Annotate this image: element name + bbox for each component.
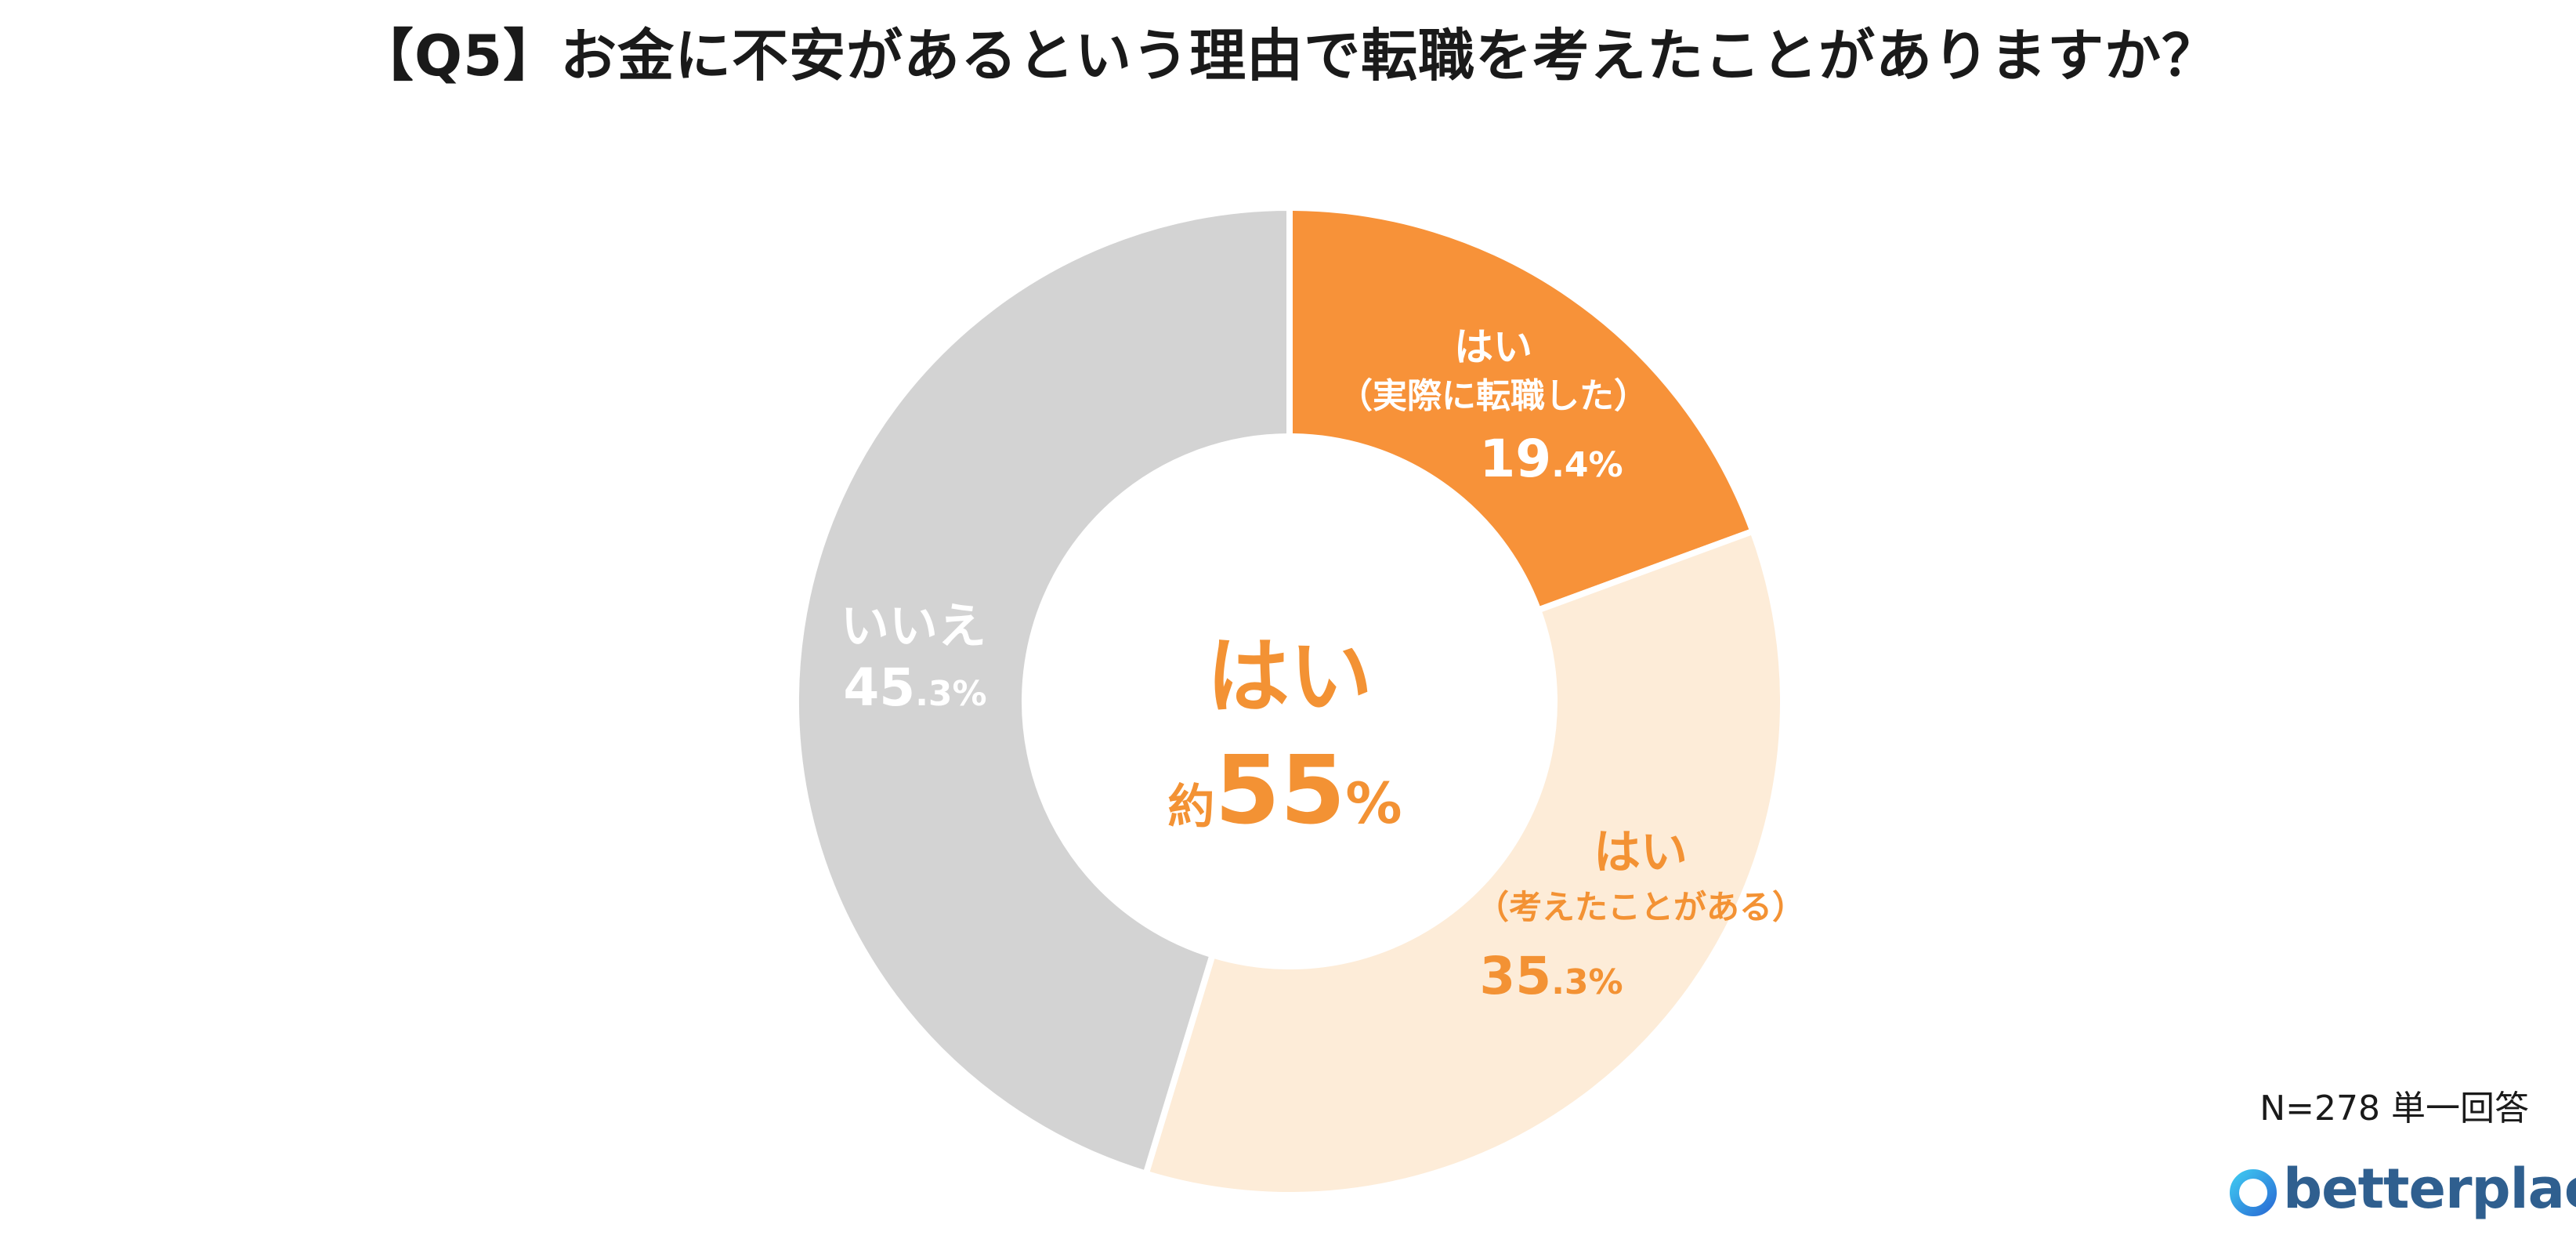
betterplace-logo-icon <box>2228 1152 2277 1224</box>
slice-label-considered-line2: （考えたことがある） <box>1476 888 1805 926</box>
betterplace-logo-text: betterplace <box>2283 1157 2576 1221</box>
slice-label-considered: はい （考えたことがある） 35.3% <box>1476 825 1805 1006</box>
slice-label-transferred: はい （実際に転職した） 19.4% <box>1338 324 1648 489</box>
slice-value-no: 45.3% <box>843 658 986 718</box>
slice-transferred <box>1286 204 1757 614</box>
center-label: はい 約55% <box>1167 629 1402 846</box>
sample-size-note: N=278 単一回答 <box>2259 1089 2529 1129</box>
slice-considered <box>1141 527 1786 1198</box>
center-label-line1: はい <box>1207 629 1373 725</box>
center-label-value: 約55% <box>1167 737 1402 846</box>
slice-value-transferred: 19.4% <box>1479 429 1623 489</box>
betterplace-logo: betterplace <box>2222 1150 2576 1229</box>
slice-label-transferred-line1: はい <box>1454 324 1532 370</box>
slice-label-considered-line1: はい <box>1594 825 1688 880</box>
slice-label-transferred-line2: （実際に転職した） <box>1338 376 1648 416</box>
slice-value-considered: 35.3% <box>1479 946 1623 1006</box>
slice-label-no-line1: いいえ <box>841 597 986 654</box>
chart-title: 【Q5】お金に不安があるという理由で転職を考えたことがありますか？ <box>356 23 2220 89</box>
slice-no <box>793 204 1293 1178</box>
slice-label-no: いいえ 45.3% <box>841 597 987 718</box>
